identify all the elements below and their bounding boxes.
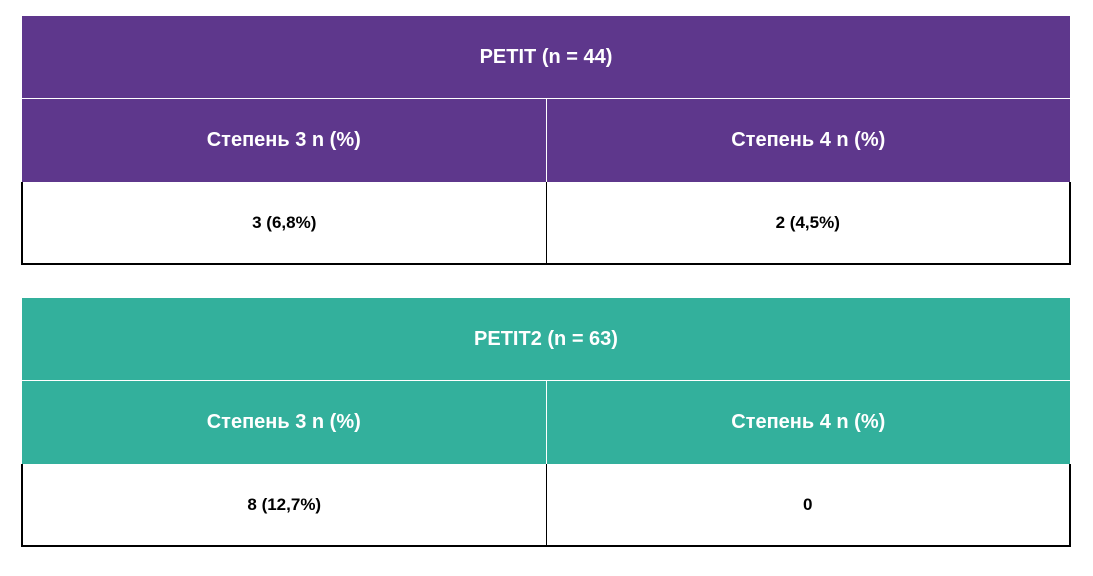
column-header-grade-4: Степень 4 n (%) xyxy=(546,98,1070,182)
table-title: PETIT (n = 44) xyxy=(22,16,1070,99)
cell-grade-3: 8 (12,7%) xyxy=(21,464,547,547)
column-header-grade-3: Степень 3 n (%) xyxy=(22,380,547,464)
table-row: 8 (12,7%) 0 xyxy=(21,464,1071,547)
cell-grade-3: 3 (6,8%) xyxy=(21,182,547,265)
table-header-row: Степень 3 n (%) Степень 4 n (%) xyxy=(22,98,1070,182)
table-title-row: PETIT2 (n = 63) xyxy=(22,298,1070,381)
table-row: 3 (6,8%) 2 (4,5%) xyxy=(21,182,1071,265)
table-title: PETIT2 (n = 63) xyxy=(22,298,1070,381)
petit2-table: PETIT2 (n = 63) Степень 3 n (%) Степень … xyxy=(21,298,1071,547)
cell-grade-4: 2 (4,5%) xyxy=(545,182,1071,265)
table-header-row: Степень 3 n (%) Степень 4 n (%) xyxy=(22,380,1070,464)
column-header-grade-3: Степень 3 n (%) xyxy=(22,98,547,182)
petit-table: PETIT (n = 44) Степень 3 n (%) Степень 4… xyxy=(21,16,1071,265)
table-title-row: PETIT (n = 44) xyxy=(22,16,1070,99)
column-header-grade-4: Степень 4 n (%) xyxy=(546,380,1070,464)
cell-grade-4: 0 xyxy=(545,464,1071,547)
